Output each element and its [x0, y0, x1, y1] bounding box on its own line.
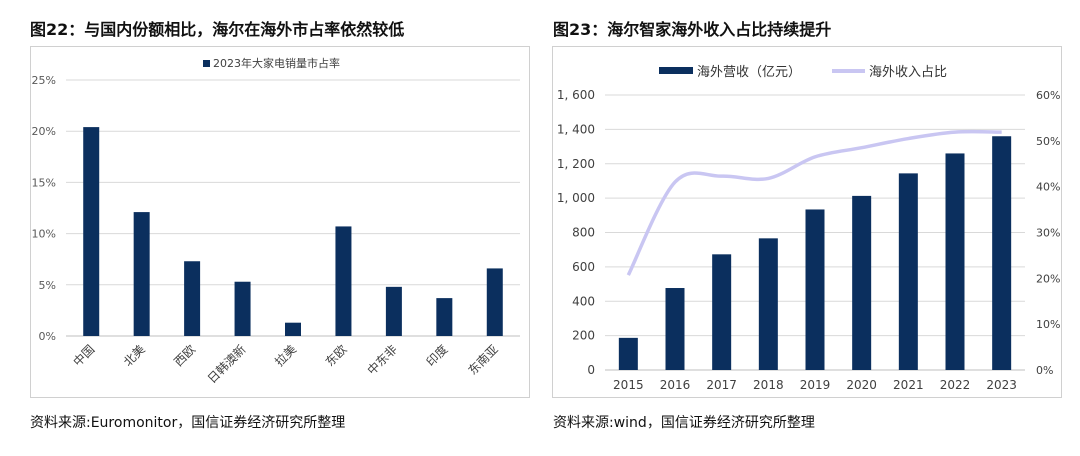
- x-tick-label: 2023: [986, 378, 1017, 392]
- bar: [665, 288, 685, 370]
- bar: [133, 212, 150, 336]
- x-tick-label: 西欧: [171, 342, 198, 369]
- y-tick-label: 20%: [32, 125, 56, 138]
- y-right-tick-label: 20%: [1036, 272, 1060, 285]
- x-tick-label: 东欧: [323, 342, 350, 369]
- chart-title-right: 图23：海尔智家海外收入占比持续提升: [553, 20, 832, 39]
- bar: [992, 136, 1012, 370]
- x-tick-label: 2015: [613, 378, 644, 392]
- bar: [486, 268, 503, 336]
- y-right-tick-label: 60%: [1036, 89, 1060, 102]
- y-right-tick-label: 30%: [1036, 227, 1060, 240]
- chart-title-left: 图22：与国内份额相比，海尔在海外市占率依然较低: [30, 20, 405, 39]
- y-left-tick-label: 400: [572, 294, 595, 308]
- chart-frame-left: [30, 46, 530, 398]
- legend-label-bar: 海外营收（亿元）: [697, 65, 801, 80]
- x-tick-label: 2022: [940, 378, 971, 392]
- y-left-tick-label: 200: [572, 329, 595, 343]
- chart-frame-right: [552, 46, 1062, 398]
- y-right-tick-label: 10%: [1036, 318, 1060, 331]
- bar: [898, 173, 918, 370]
- bar: [852, 195, 872, 370]
- legend-label: 2023年大家电销量市占率: [213, 56, 340, 70]
- y-tick-label: 5%: [39, 279, 56, 292]
- y-tick-label: 10%: [32, 228, 56, 241]
- x-tick-label: 2018: [753, 378, 784, 392]
- bar: [945, 153, 965, 370]
- y-left-tick-label: 600: [572, 260, 595, 274]
- y-left-tick-label: 800: [572, 226, 595, 240]
- bar: [805, 209, 825, 370]
- x-tick-label: 2017: [706, 378, 737, 392]
- y-left-tick-label: 1, 400: [557, 122, 595, 136]
- bar: [436, 298, 453, 336]
- legend-swatch-bar: [659, 67, 693, 74]
- x-tick-label: 中国: [70, 342, 98, 370]
- bar: [234, 281, 251, 336]
- bar: [285, 322, 301, 336]
- y-right-tick-label: 50%: [1036, 135, 1060, 148]
- y-left-tick-label: 1, 000: [557, 191, 595, 205]
- y-left-tick-label: 1, 200: [557, 157, 595, 171]
- source-right: 资料来源:wind，国信证券经济研究所整理: [553, 415, 815, 431]
- bar: [184, 261, 201, 336]
- bar: [758, 238, 778, 370]
- x-tick-label: 2019: [800, 378, 831, 392]
- bar: [385, 286, 402, 336]
- x-tick-label: 印度: [423, 342, 451, 370]
- bar: [335, 226, 352, 336]
- x-tick-label: 2016: [660, 378, 691, 392]
- bar: [83, 127, 100, 336]
- x-tick-label: 北美: [121, 342, 148, 369]
- bar: [618, 337, 638, 370]
- x-tick-label: 2021: [893, 378, 924, 392]
- source-left: 资料来源:Euromonitor，国信证券经济研究所整理: [30, 415, 346, 431]
- x-tick-label: 2020: [846, 378, 877, 392]
- x-tick-label: 日韩澳新: [204, 342, 249, 387]
- y-left-tick-label: 0: [587, 363, 595, 377]
- y-tick-label: 25%: [32, 74, 56, 87]
- bar: [712, 254, 732, 370]
- x-tick-label: 东南亚: [465, 342, 501, 378]
- x-tick-label: 拉美: [272, 342, 300, 370]
- x-tick-label: 中东非: [364, 342, 400, 378]
- y-left-tick-label: 1, 600: [557, 88, 595, 102]
- y-right-tick-label: 0%: [1036, 364, 1053, 377]
- y-tick-label: 15%: [32, 176, 56, 189]
- legend-label-line: 海外收入占比: [869, 65, 947, 80]
- y-tick-label: 0%: [39, 330, 56, 343]
- y-right-tick-label: 40%: [1036, 181, 1060, 194]
- legend-swatch: [203, 60, 210, 67]
